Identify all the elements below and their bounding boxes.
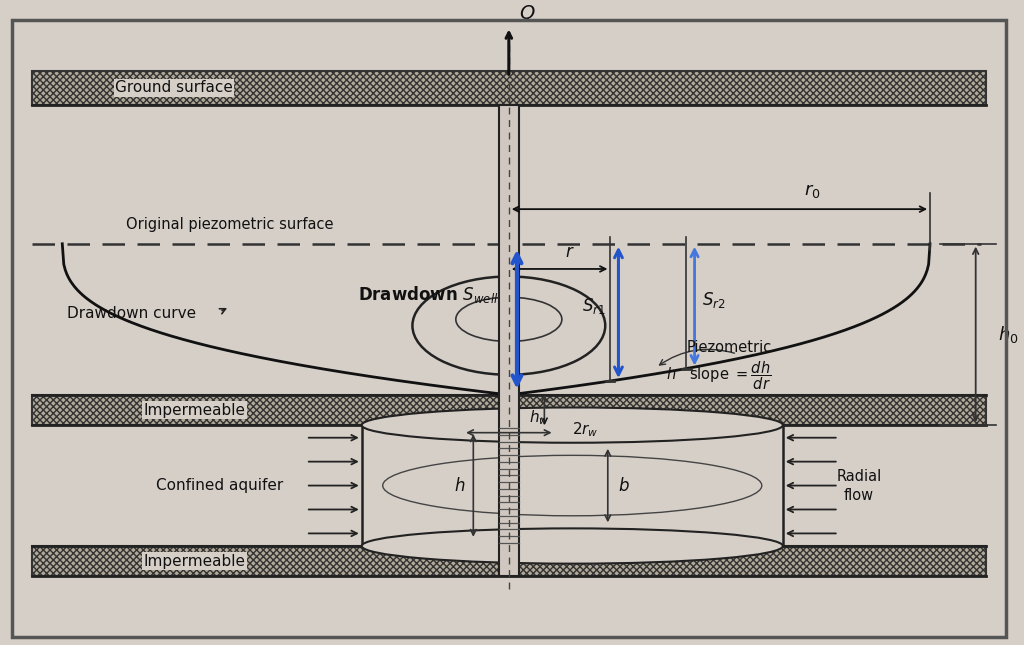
Text: $Q$: $Q$ <box>519 3 536 23</box>
Text: Ground surface: Ground surface <box>115 81 232 95</box>
Bar <box>32 546 986 576</box>
Ellipse shape <box>361 408 783 442</box>
Text: $S_{r1}$: $S_{r1}$ <box>582 296 605 316</box>
Text: $b$: $b$ <box>617 477 630 495</box>
Ellipse shape <box>361 528 783 564</box>
Text: $r$: $r$ <box>565 243 574 261</box>
Text: $h_0$: $h_0$ <box>998 324 1019 345</box>
Bar <box>32 70 986 105</box>
Bar <box>499 105 519 576</box>
Text: Piezometric: Piezometric <box>686 340 772 355</box>
Text: flow: flow <box>844 488 874 502</box>
Bar <box>361 425 783 546</box>
Text: $r_0$: $r_0$ <box>804 182 820 200</box>
Text: Confined aquifer: Confined aquifer <box>156 478 284 493</box>
Text: $S_{r2}$: $S_{r2}$ <box>701 290 725 310</box>
Text: Impermeable: Impermeable <box>143 553 245 569</box>
Text: Impermeable: Impermeable <box>143 402 245 417</box>
Text: $2r_w$: $2r_w$ <box>571 420 598 439</box>
Text: $h_w$: $h_w$ <box>529 408 550 427</box>
Text: $h$   slope $= \dfrac{dh}{dr}$: $h$ slope $= \dfrac{dh}{dr}$ <box>667 360 771 392</box>
Text: Drawdown curve: Drawdown curve <box>68 306 197 321</box>
Text: Radial: Radial <box>837 469 882 484</box>
Text: Drawdown $S_{well}$: Drawdown $S_{well}$ <box>358 284 499 304</box>
Text: $h$: $h$ <box>454 477 465 495</box>
Text: Original piezometric surface: Original piezometric surface <box>126 217 334 232</box>
Bar <box>32 395 986 425</box>
